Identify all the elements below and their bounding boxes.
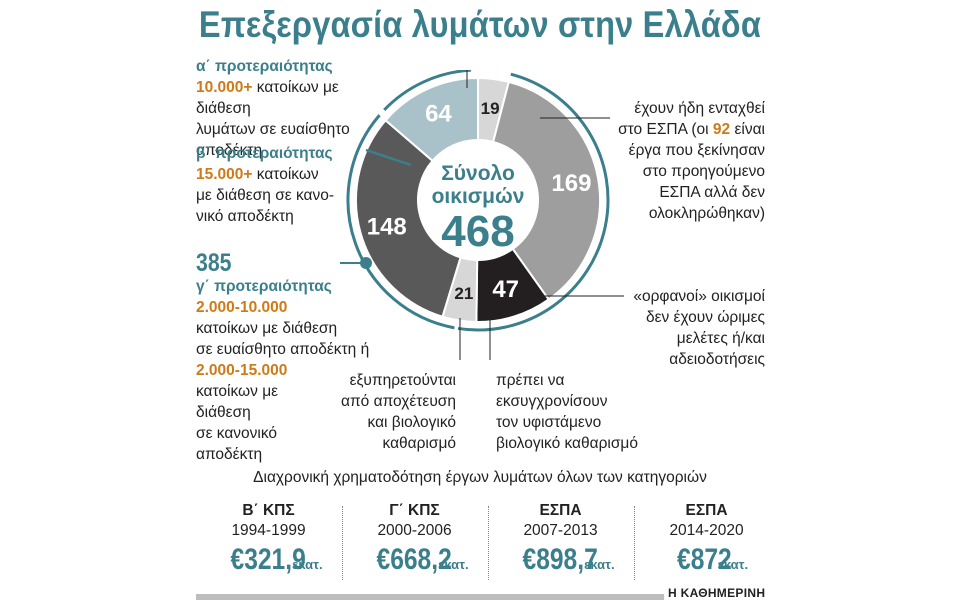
funding-amount-2: €668,2 [376,543,453,576]
upgrade-text-3: τον υφιστάμενο [496,414,602,431]
served-text-3: και βιολογικό [367,414,456,431]
funding-amount-3: €898,7 [522,543,599,576]
priority-a-title: α΄ προτεραιότητας [196,58,333,75]
donut-hole [418,140,538,260]
priority-a-text-2: λυμάτων σε ευαίσθητο [196,121,350,138]
espa-text-6: ολοκληρώθηκαν) [648,205,765,222]
funding-col-2: Γ΄ ΚΠΣ 2000-2006 €668,2εκατ. [342,502,487,577]
funding-program-1: Β΄ ΚΠΣ [242,502,295,519]
upgrade-text-4: βιολογικό καθαρισμό [496,435,638,452]
annotation-priority-a: α΄ προτεραιότητας 10.000+ κατοίκων με δι… [196,56,396,161]
funding-unit-1: εκατ. [292,557,323,572]
donut-slice-label-19: 19 [481,99,500,118]
annotation-upgrade: πρέπει να εκσυγχρονίσουν τον υφιστάμενο … [496,370,666,454]
upgrade-text-2: εκσυγχρονίσουν [496,393,608,410]
footer-bar [196,594,664,600]
funding-divider-1 [342,506,343,580]
orphans-text-1: «ορφανοί» οικισμοί [633,288,765,305]
bracket-arc-espa [457,72,610,332]
funding-amount-1: €321,9 [230,543,307,576]
espa-text-1: έχουν ήδη ενταχθεί [634,100,765,117]
donut-slice-label-169: 169 [551,170,591,197]
espa-number: 92 [712,121,731,138]
priority-a-number: 10.000+ [196,79,253,96]
funding-col-3: ΕΣΠΑ 2007-2013 €898,7εκατ. [488,502,633,577]
orphans-text-4: αδειοδοτήσεις [669,351,765,368]
priority-g-number-1: 2.000-10.000 [196,299,288,316]
donut-slice-label-64: 64 [425,101,452,128]
annotation-orphans: «ορφανοί» οικισμοί δεν έχουν ώριμες μελέ… [600,286,765,370]
funding-program-2: Γ΄ ΚΠΣ [389,502,440,519]
priority-b-title: β΄ προτεραιότητας [196,145,333,162]
funding-title: Διαχρονική χρηματοδότηση έργων λυμάτων ό… [253,469,707,486]
source-label: Η ΚΑΘΗΜΕΡΙΝΗ [668,586,766,600]
priority-g-title: γ΄ προτεραιότητας [196,278,332,295]
funding-unit-2: εκατ. [438,557,469,572]
priority-g-text-6: διάθεση [196,404,251,421]
priority-g-text-7: σε κανονικό [196,425,278,442]
priority-a-text-1: κατοίκων με διάθεση [196,79,339,117]
priority-b-text-2: με διάθεση σε κανο- [196,187,335,204]
priority-b-number: 15.000+ [196,166,253,183]
funding-period-2: 2000-2006 [377,522,452,539]
funding-period-4: 2014-2020 [669,522,744,539]
priority-g-number-2: 2.000-15.000 [196,362,288,379]
priority-g-text-5: κατοίκων με [196,383,279,400]
funding-col-1: Β΄ ΚΠΣ 1994-1999 €321,9εκατ. [196,502,341,577]
priority-g-text-8: αποδέκτη [196,446,263,463]
priority-g-total: 385 [196,249,232,277]
funding-unit-4: εκατ. [717,557,749,572]
served-text-1: εξυπηρετούνται [349,372,456,389]
annotation-espa: έχουν ήδη ενταχθεί στο ΕΣΠΑ (οι 92 είναι… [600,98,765,224]
donut-slice-label-21: 21 [454,284,473,303]
funding-col-4: ΕΣΠΑ 2014-2020 €872εκατ. [634,502,779,577]
funding-unit-3: εκατ. [584,557,615,572]
annotation-priority-b: β΄ προτεραιότητας 15.000+ κατοίκων με δι… [196,143,396,227]
funding-program-3: ΕΣΠΑ [539,502,582,519]
orphans-text-2: δεν έχουν ώριμες [645,309,765,326]
priority-a-text-3: αποδέκτη [196,142,263,159]
page-title: Επεξεργασία λυμάτων στην Ελλάδα [198,4,762,45]
donut-slice-label-47: 47 [492,276,519,303]
orphans-text-3: μελέτες ή/και [676,330,765,347]
funding-program-4: ΕΣΠΑ [685,502,728,519]
priority-b-text-3: νικό αποδέκτη [196,208,294,225]
donut-slice-label-148: 148 [367,213,407,240]
donut-chart: 19 169 47 21 148 64 Σύνολο οικισμών 468 [340,70,624,360]
espa-text-5: ΕΣΠΑ αλλά δεν [659,184,765,201]
center-label-line2: οικισμών [432,185,525,208]
funding-divider-3 [634,506,635,580]
leader-line-b [365,148,412,167]
served-text-2: από αποχέτευση [341,393,456,410]
espa-text-2a: στο ΕΣΠΑ (οι [618,121,713,138]
served-text-4: καθαρισμό [382,435,456,452]
annotation-priority-g: γ΄ προτεραιότητας 2.000-10.000 κατοίκων … [196,276,396,465]
upgrade-text-1: πρέπει να [496,372,565,389]
priority-g-text-3: σε ευαίσθητο αποδέκτη ή [196,341,370,358]
funding-amount-4: €872 [676,543,732,576]
annotation-served: εξυπηρετούνται από αποχέτευση και βιολογ… [320,370,456,454]
bracket-arc-priority-g [346,114,455,330]
funding-period-1: 1994-1999 [231,522,306,539]
funding-period-3: 2007-2013 [523,522,598,539]
center-total: 468 [441,207,514,256]
bracket-arc-priority-b [383,70,472,111]
funding-divider-2 [488,506,489,580]
espa-text-3: έργα που ξεκίνησαν [628,142,765,159]
espa-text-2b: είναι [730,121,765,138]
priority-g-text-2: κατοίκων με διάθεση [196,320,338,337]
center-label-line1: Σύνολο [441,162,515,185]
espa-text-4: στο προηγούμενο [642,163,765,180]
priority-b-text-1: κατοίκων [252,166,319,183]
